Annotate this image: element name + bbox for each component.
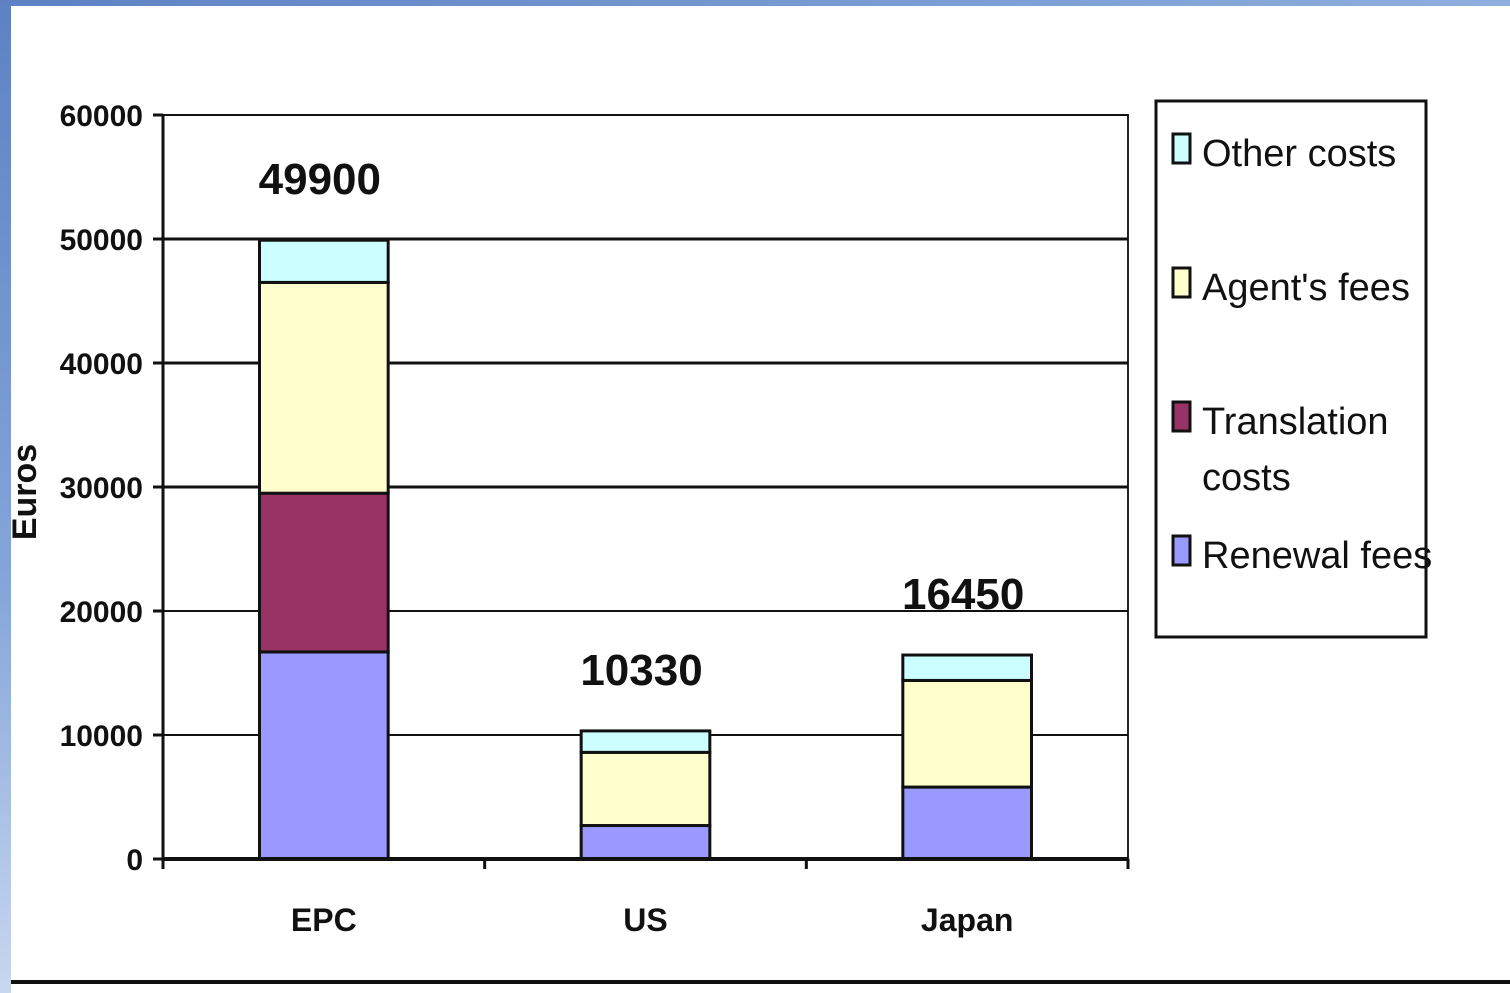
bar-japan-renewal-fees [901,785,1033,861]
total-label-epc: 49900 [259,155,381,204]
x-tick-label-us: US [623,902,667,938]
bar-epc-translation-costs [258,491,390,654]
y-tick-label-10000: 10000 [60,720,143,753]
x-tick-label-epc: EPC [291,902,357,938]
y-tick-label-0: 0 [126,844,143,877]
legend-box [1154,99,1428,639]
bar-japan-other-costs [901,653,1033,682]
bar-epc-renewal-fees [258,650,390,861]
labels: Euros EPC 49900 US 10330 Japan 16450 [6,155,1024,938]
bar-epc-agent-s-fees [258,280,390,495]
legend-label-renewal-fees: Renewal fees [1202,535,1432,577]
bar-japan-agent-s-fees [901,678,1033,789]
legend-swatch-translation-costs [1171,400,1192,433]
y-tick-label-50000: 50000 [60,224,143,257]
bar-us-other-costs [579,729,712,754]
legend-label-other-costs: Other costs [1202,133,1396,175]
slide-top-band [0,0,1510,6]
bar-us-renewal-fees [579,824,712,861]
legend-swatch-renewal-fees [1171,534,1192,567]
total-label-us: 10330 [580,646,702,695]
slide-left-band [0,0,11,993]
bar-us-agent-s-fees [579,750,712,828]
y-tick-label-40000: 40000 [60,348,143,381]
legend-label-agent-s-fees: Agent's fees [1202,267,1410,309]
x-tick-label-japan: Japan [921,902,1013,938]
axes: 0 10000 20000 30000 40000 50000 60000 [60,100,1130,877]
legend-label-translation-costs: Translation costs [1202,401,1389,499]
legend-swatch-agent-s-fees [1171,266,1192,299]
total-label-japan: 16450 [902,570,1024,619]
legend: Other costs Agent's fees Translation costs R… [1154,99,1432,639]
y-axis-label: Euros [6,444,44,540]
y-tick-label-60000: 60000 [60,100,143,133]
y-tick-label-30000: 30000 [60,472,143,505]
y-tick-label-20000: 20000 [60,596,143,629]
bar-epc-other-costs [258,238,390,284]
bars [258,238,1033,861]
legend-swatch-other-costs [1171,132,1192,165]
slide-bottom-rule [11,980,1510,984]
